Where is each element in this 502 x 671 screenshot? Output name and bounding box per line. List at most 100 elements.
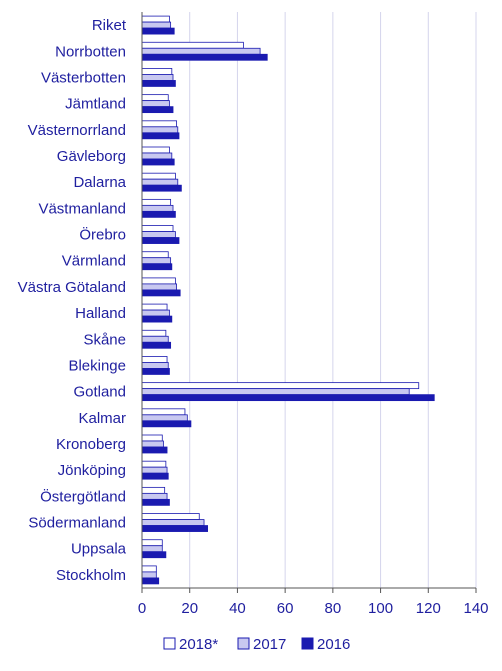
bar-2017-21 bbox=[141, 571, 157, 579]
bar-2017-13 bbox=[141, 362, 169, 369]
bar-2018-7 bbox=[141, 198, 172, 206]
category-label: Gotland bbox=[73, 384, 126, 401]
bar-2018-1 bbox=[141, 41, 244, 49]
x-tick-label: 120 bbox=[416, 600, 441, 617]
bar-2018-0 bbox=[141, 15, 170, 23]
category-label: Örebro bbox=[79, 226, 126, 244]
category-label: Västra Götaland bbox=[18, 279, 126, 296]
bar-2018-14 bbox=[141, 382, 420, 390]
category-label: Västerbotten bbox=[41, 69, 126, 86]
x-tick-label: 100 bbox=[368, 600, 393, 617]
gridlines bbox=[189, 12, 477, 588]
bar-2017-8 bbox=[141, 231, 176, 238]
bar-2016-18 bbox=[141, 498, 170, 506]
category-label: Jämtland bbox=[65, 96, 126, 113]
bar-2018-11 bbox=[141, 303, 168, 311]
bar-2017-17 bbox=[141, 466, 168, 474]
bar-2017-1 bbox=[141, 47, 261, 55]
bar-2016-7 bbox=[141, 210, 176, 218]
bar-2018-3 bbox=[141, 94, 169, 102]
category-label: Skåne bbox=[83, 331, 126, 348]
bar-2017-4 bbox=[141, 126, 179, 134]
category-label: Gävleborg bbox=[57, 148, 126, 165]
bar-2017-5 bbox=[141, 152, 173, 160]
bar-2018-17 bbox=[141, 460, 167, 468]
x-tick-label: 20 bbox=[181, 600, 198, 617]
bar-2018-4 bbox=[141, 120, 177, 128]
bar-2016-4 bbox=[141, 132, 180, 140]
bar-2017-18 bbox=[141, 492, 168, 500]
legend-swatch bbox=[301, 637, 314, 650]
bar-2017-16 bbox=[141, 440, 164, 448]
bar-2017-15 bbox=[141, 414, 188, 422]
bar-2018-18 bbox=[141, 486, 166, 494]
bar-2016-0 bbox=[141, 27, 175, 35]
bar-2018-12 bbox=[141, 329, 167, 337]
legend-label: 2018* bbox=[179, 636, 218, 653]
bar-2016-1 bbox=[141, 53, 268, 61]
bar-2017-3 bbox=[141, 100, 170, 108]
category-label: Dalarna bbox=[73, 174, 126, 191]
bar-2016-21 bbox=[141, 577, 160, 585]
bar-2017-7 bbox=[141, 204, 174, 212]
category-label: Jönköping bbox=[58, 462, 126, 479]
x-tick-label: 40 bbox=[229, 600, 246, 617]
legend-label: 2016 bbox=[317, 636, 350, 653]
bar-2018-19 bbox=[141, 513, 200, 520]
bar-2017-19 bbox=[141, 519, 205, 526]
bar-2016-6 bbox=[141, 184, 182, 192]
bar-2016-17 bbox=[141, 472, 169, 480]
bar-2016-16 bbox=[141, 446, 168, 454]
bar-2018-9 bbox=[141, 251, 169, 259]
bar-2018-20 bbox=[141, 539, 163, 547]
bar-2018-8 bbox=[141, 225, 174, 232]
bar-2016-11 bbox=[141, 315, 173, 323]
x-tick-label: 0 bbox=[138, 600, 146, 617]
bar-2017-9 bbox=[141, 257, 172, 265]
x-axis: 0 20 40 60 80 100 120 140 bbox=[138, 12, 489, 617]
bar-2018-5 bbox=[141, 146, 170, 154]
category-label: Kronoberg bbox=[56, 436, 126, 453]
bar-2018-21 bbox=[141, 565, 157, 573]
bar-2016-5 bbox=[141, 158, 175, 166]
bar-2017-11 bbox=[141, 309, 170, 317]
bars bbox=[141, 15, 435, 585]
legend-label: 2017 bbox=[253, 636, 286, 653]
category-labels: Riket Norrbotten Västerbotten Jämtland Väste… bbox=[18, 17, 127, 584]
category-label: Stockholm bbox=[56, 567, 126, 584]
bar-2016-9 bbox=[141, 263, 173, 271]
bar-2016-15 bbox=[141, 420, 192, 428]
bar-2017-6 bbox=[141, 178, 179, 186]
x-tick-label: 140 bbox=[463, 600, 488, 617]
category-label: Södermanland bbox=[28, 515, 126, 532]
bar-2016-8 bbox=[141, 237, 180, 244]
x-tick-label: 60 bbox=[277, 600, 294, 617]
bar-2017-0 bbox=[141, 21, 172, 29]
bar-2018-6 bbox=[141, 172, 176, 180]
category-label: Västmanland bbox=[38, 200, 126, 217]
legend-swatch bbox=[237, 637, 250, 650]
category-label: Blekinge bbox=[68, 357, 126, 374]
bar-2017-14 bbox=[141, 388, 410, 396]
bar-2018-10 bbox=[141, 277, 176, 285]
bar-2016-12 bbox=[141, 341, 172, 349]
category-label: Riket bbox=[92, 17, 127, 34]
category-label: Norrbotten bbox=[55, 43, 126, 60]
bar-2016-20 bbox=[141, 551, 167, 559]
category-label: Östergötland bbox=[40, 487, 126, 505]
category-label: Kalmar bbox=[78, 410, 126, 427]
legend-swatch bbox=[163, 637, 176, 650]
bar-2018-13 bbox=[141, 356, 168, 363]
category-label: Halland bbox=[75, 305, 126, 322]
category-label: Uppsala bbox=[71, 541, 127, 558]
bar-2018-2 bbox=[141, 68, 173, 75]
bar-2017-12 bbox=[141, 335, 169, 343]
bar-2017-10 bbox=[141, 283, 177, 291]
bar-2016-10 bbox=[141, 289, 181, 297]
category-label: Västernorrland bbox=[28, 122, 126, 139]
bar-2016-2 bbox=[141, 80, 176, 87]
bar-2017-2 bbox=[141, 74, 174, 81]
category-label: Värmland bbox=[62, 253, 126, 270]
